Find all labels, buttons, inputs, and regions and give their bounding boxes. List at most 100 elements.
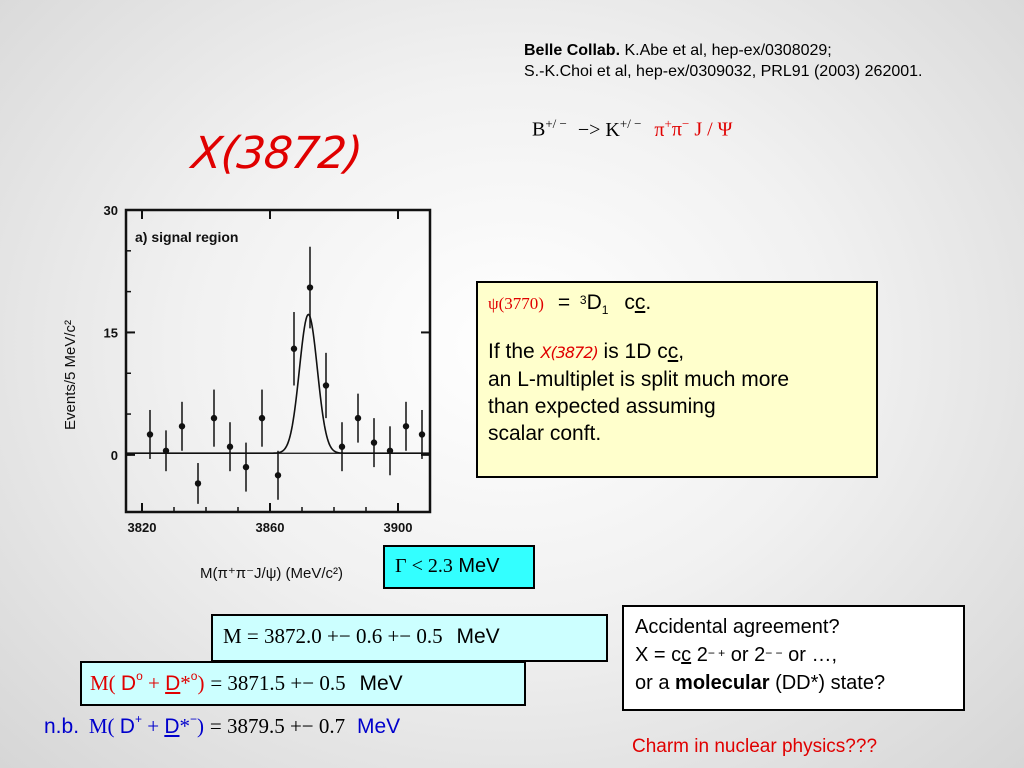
nb-star-sup: −	[190, 712, 198, 726]
acc-cbar: c	[681, 644, 692, 666]
y-axis-label: Events/5 MeV/c²	[62, 320, 79, 430]
nb-charged-threshold: n.b. M( D+ + D*−) = 3879.5 +− 0.7 MeV	[44, 712, 400, 739]
pi-plus-charge: +	[664, 116, 672, 131]
acc-or-two: or 2	[725, 644, 766, 666]
footer-note: Charm in nuclear physics???	[632, 736, 878, 757]
collab-name: Belle Collab.	[524, 42, 621, 59]
acc-jpc1: − +	[707, 646, 726, 660]
d0-sup: o	[136, 669, 143, 683]
acc-line1: Accidental agreement?	[635, 616, 840, 638]
x3872-inline: X(3872)	[540, 343, 599, 363]
d0-m: M(	[90, 671, 121, 695]
plot-frame	[124, 208, 432, 514]
data-point-17	[418, 431, 426, 438]
nb-d: D	[119, 715, 135, 738]
width-box: Γ < 2.3 MeV	[383, 545, 535, 589]
y-tick-label-0: 30	[104, 203, 118, 218]
data-point-0	[146, 431, 154, 438]
d0-value: = 3871.5 +− 0.5	[210, 671, 346, 695]
d0-dstar: D	[165, 672, 181, 695]
d0-plus: +	[142, 671, 166, 695]
d0-unit: MeV	[359, 672, 403, 695]
data-point-2	[178, 423, 186, 430]
data-point-10	[306, 284, 314, 291]
slide-title: X(3872)	[189, 128, 365, 179]
data-point-7	[258, 414, 266, 422]
nb-close: )	[197, 714, 205, 738]
x-tick-label-1: 3860	[256, 520, 285, 535]
x-tick-label-2: 3900	[384, 520, 413, 535]
jpsi: J / Ψ	[694, 118, 733, 141]
psi-info-box: ψ(3770) = 3D1 cc. If the X(3872) is 1D c…	[476, 281, 878, 478]
nb-label: n.b.	[44, 715, 80, 738]
acc-or-etc: or …,	[782, 644, 838, 666]
data-points-group	[146, 246, 426, 504]
ref-line2: S.-K.Choi et al, hep-ex/0309032, PRL91 (…	[524, 63, 923, 80]
acc-two-a: 2	[691, 644, 708, 666]
if-the-text: If the	[488, 340, 535, 364]
acc-line2: X = cc 2− + or 2− − or …,	[635, 641, 963, 669]
acc-line3: or a molecular (DD*) state?	[635, 669, 963, 697]
equals-sign: =	[557, 291, 571, 314]
is-1d-text: is 1D c	[597, 340, 668, 364]
data-point-4	[210, 414, 218, 422]
nb-plus: +	[141, 714, 165, 738]
k-charge: +/ −	[619, 116, 642, 131]
data-point-11	[322, 382, 330, 389]
acc-x-eq: X = c	[635, 644, 682, 666]
info-line5: scalar conft.	[488, 422, 602, 446]
acc-molecular: molecular	[675, 672, 770, 694]
info-line4: than expected assuming	[488, 395, 716, 419]
data-point-16	[402, 423, 410, 430]
acc-jpc2: − −	[765, 646, 783, 660]
data-point-9	[290, 345, 298, 352]
nb-d-sup: +	[134, 712, 142, 726]
fit-curve-group	[126, 313, 430, 454]
is-1d-bar: c	[667, 340, 679, 364]
accidental-box: Accidental agreement? X = cc 2− + or 2− …	[622, 605, 965, 711]
mass-box: M = 3872.0 +− 0.6 +− 0.5 MeV	[211, 614, 608, 662]
d0-star: *	[180, 671, 191, 695]
x-tick-label-0: 3820	[128, 520, 157, 535]
data-point-14	[370, 439, 378, 446]
data-point-12	[338, 443, 346, 450]
ref-line1: K.Abe et al, hep-ex/0308029;	[620, 42, 832, 59]
d0-star-sup: o	[190, 669, 198, 683]
state-d: D	[586, 291, 602, 314]
x-axis-label: M(π⁺π⁻J/ψ) (MeV/c²)	[200, 565, 343, 582]
state-sub: 1	[601, 303, 609, 318]
antiquark-c: c	[634, 291, 646, 314]
d0-close: )	[197, 671, 205, 695]
period: .	[645, 291, 652, 314]
pi-minus-charge: −	[681, 116, 690, 131]
nb-m: M(	[88, 714, 120, 738]
data-point-6	[242, 463, 250, 471]
d0-d: D	[120, 672, 137, 695]
acc-state: (DD*) state?	[769, 672, 886, 694]
mass-spectrum-plot: a) signal region Events/5 MeV/c² M(π⁺π⁻J…	[62, 203, 432, 582]
state-sup: 3	[579, 293, 587, 307]
b-charge: +/ −	[545, 116, 567, 131]
pi-plus: π	[654, 118, 665, 141]
y-tick-label-2: 0	[111, 448, 118, 463]
comma: ,	[678, 340, 685, 364]
axis-ticks: 30 15 0 3820 3860 3900	[104, 203, 431, 535]
decay-formula: B+/ − −> K+/ − π+π− J / Ψ	[532, 116, 732, 142]
panel-label: a) signal region	[135, 229, 238, 245]
data-point-5	[226, 443, 234, 450]
y-tick-label-1: 15	[104, 325, 118, 340]
mass-unit: MeV	[456, 625, 500, 648]
nb-value: = 3879.5 +− 0.7	[209, 714, 346, 738]
data-point-3	[194, 480, 202, 487]
pi-minus: π	[671, 118, 682, 141]
width-unit: MeV	[452, 555, 500, 577]
data-point-1	[162, 447, 170, 454]
nb-dstar: D	[164, 715, 180, 738]
psi-3770: ψ(3770)	[488, 294, 544, 313]
quark-c: c	[624, 291, 635, 314]
gamma-bound: Γ < 2.3	[395, 555, 453, 577]
decay-arrow-k: −> K	[577, 118, 620, 141]
info-line3: an L-multiplet is split much more	[488, 368, 790, 392]
data-point-13	[354, 414, 362, 422]
b-meson: B	[532, 118, 546, 141]
